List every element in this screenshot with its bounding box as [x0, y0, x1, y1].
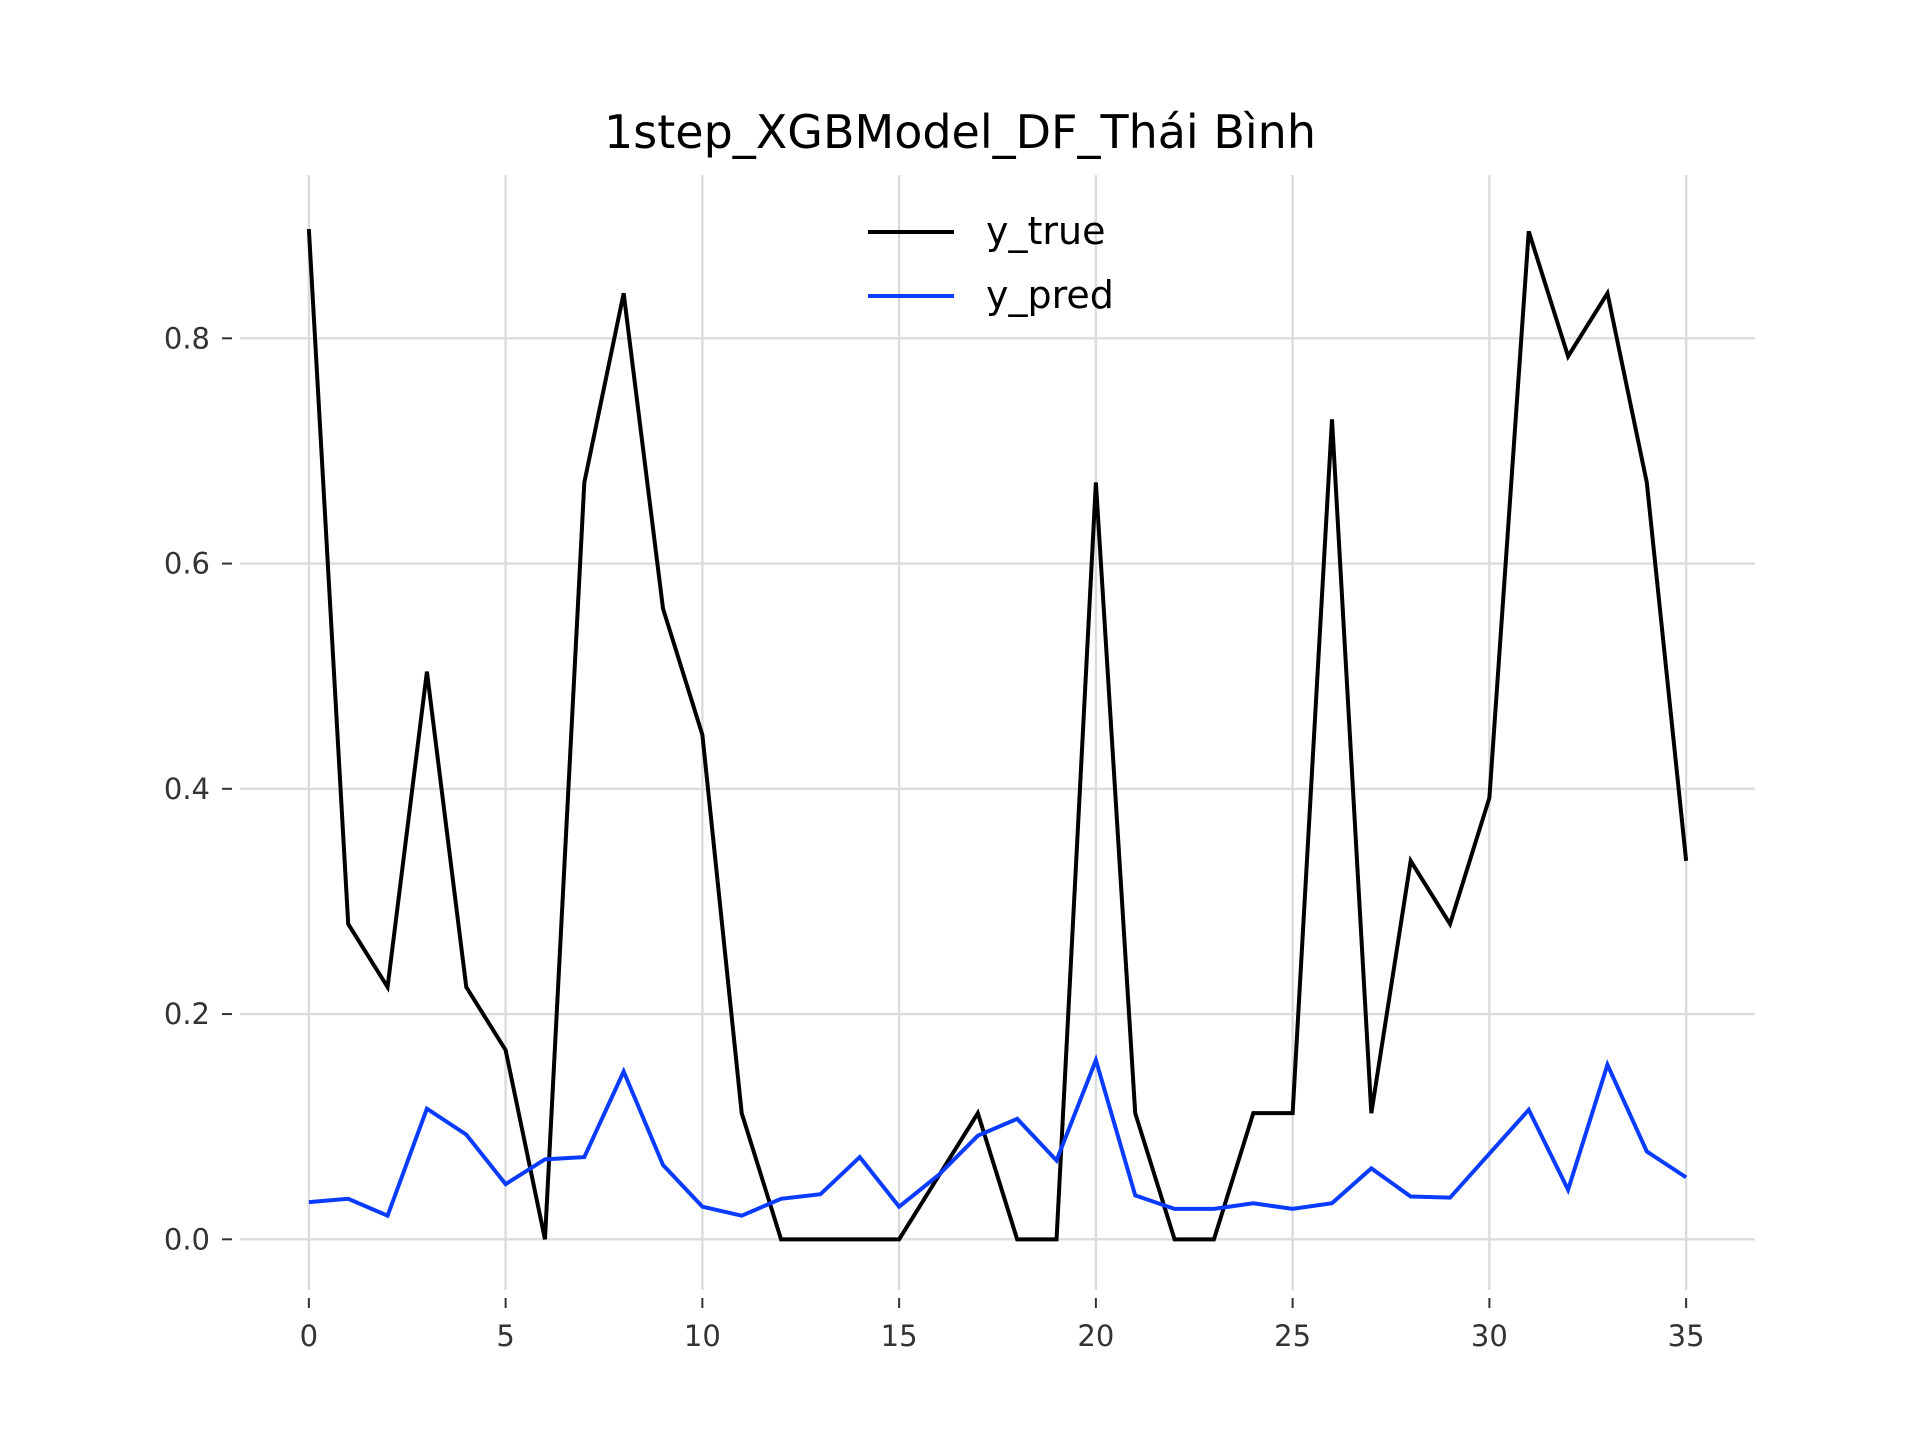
x-tick-label: 35 — [1668, 1319, 1705, 1353]
grid — [240, 175, 1755, 1290]
y-tick-label: 0.8 — [164, 321, 210, 355]
x-tick-label: 0 — [300, 1319, 318, 1353]
x-tick-label: 15 — [881, 1319, 918, 1353]
chart-title: 1step_XGBModel_DF_Thái Bình — [604, 105, 1316, 159]
legend-label: y_true — [986, 209, 1105, 253]
series-line-y-pred — [308, 1054, 1688, 1219]
x-tick-label: 5 — [496, 1319, 514, 1353]
legend-label: y_pred — [986, 273, 1114, 317]
series-layer — [306, 228, 1689, 1242]
x-tick-label: 20 — [1077, 1319, 1114, 1353]
x-tick-label: 30 — [1471, 1319, 1508, 1353]
series-line-y-true — [306, 228, 1689, 1242]
y-tick-label: 0.4 — [164, 772, 210, 806]
legend: y_true y_pred — [868, 209, 1114, 317]
y-tick-label: 0.6 — [164, 547, 210, 581]
y-tick-label: 0.2 — [164, 997, 210, 1031]
x-tick-label: 10 — [684, 1319, 721, 1353]
y-tick-label: 0.0 — [164, 1222, 210, 1256]
x-tick-label: 25 — [1274, 1319, 1311, 1353]
axes: 0 5 10 15 20 25 30 35 0.0 0.2 0.4 0.6 0.8 — [164, 321, 1705, 1353]
